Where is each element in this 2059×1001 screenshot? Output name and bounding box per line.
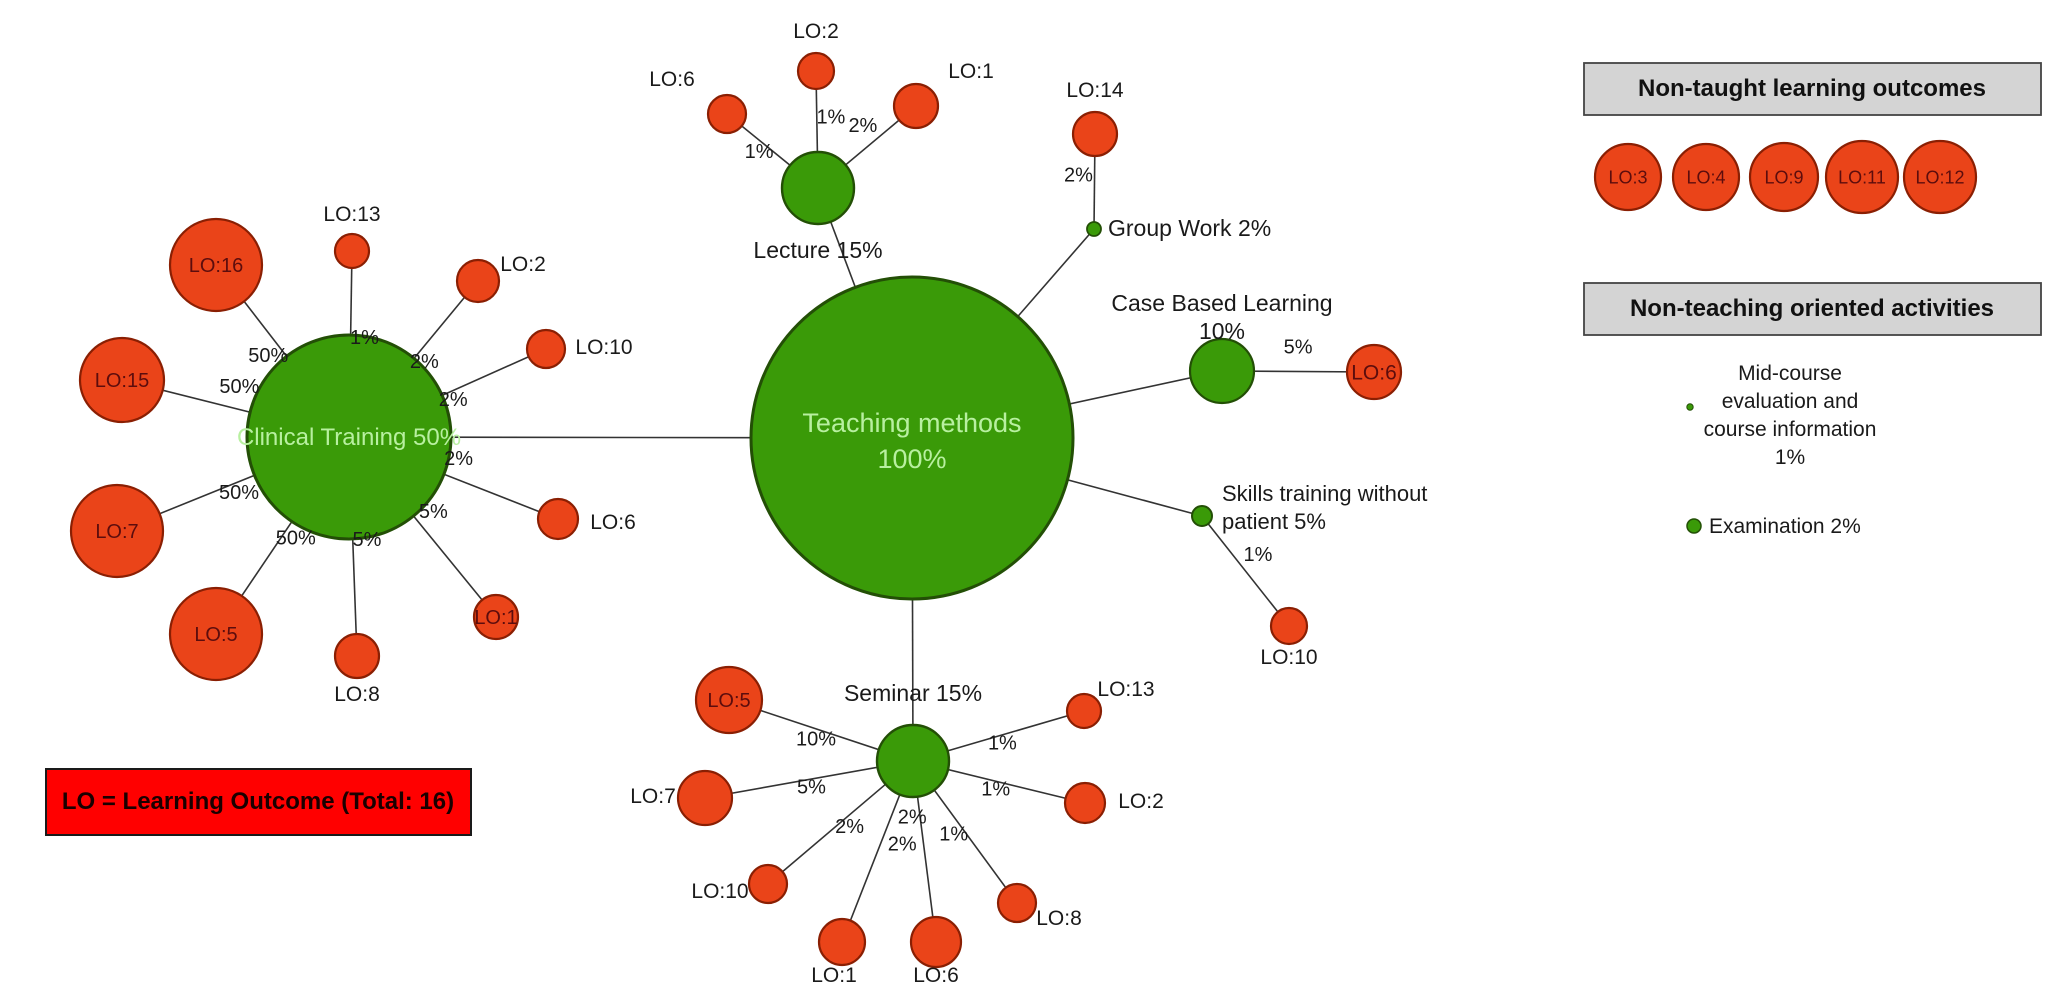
- svg-text:Seminar 15%: Seminar 15%: [844, 680, 982, 706]
- svg-text:LO:6: LO:6: [1351, 361, 1397, 384]
- svg-text:5%: 5%: [797, 776, 826, 798]
- svg-text:1%: 1%: [745, 141, 774, 163]
- svg-text:LO:10: LO:10: [575, 336, 632, 359]
- svg-text:1%: 1%: [988, 732, 1017, 754]
- svg-text:100%: 100%: [877, 444, 946, 474]
- svg-text:Case Based Learning: Case Based Learning: [1111, 290, 1332, 316]
- svg-text:LO:13: LO:13: [323, 203, 380, 226]
- svg-text:10%: 10%: [1199, 318, 1245, 344]
- svg-text:LO:1: LO:1: [811, 964, 857, 987]
- svg-text:LO = Learning Outcome (Total:: LO = Learning Outcome (Total: 16): [62, 788, 454, 815]
- svg-text:Examination 2%: Examination 2%: [1709, 515, 1861, 538]
- svg-text:LO:7: LO:7: [630, 785, 676, 808]
- svg-text:LO:15: LO:15: [95, 370, 149, 392]
- svg-text:1%: 1%: [816, 106, 845, 128]
- svg-text:LO:6: LO:6: [649, 68, 695, 91]
- svg-text:Non-taught learning outcomes: Non-taught learning outcomes: [1638, 75, 1986, 102]
- svg-text:1%: 1%: [1775, 446, 1805, 469]
- svg-text:LO:5: LO:5: [707, 690, 750, 712]
- svg-text:LO:14: LO:14: [1066, 79, 1124, 102]
- svg-text:5%: 5%: [353, 529, 382, 551]
- svg-text:LO:10: LO:10: [1260, 646, 1317, 669]
- svg-text:LO:2: LO:2: [793, 20, 839, 43]
- svg-text:Mid-course: Mid-course: [1738, 362, 1842, 385]
- svg-text:2%: 2%: [439, 389, 468, 411]
- svg-text:LO:7: LO:7: [95, 521, 138, 543]
- svg-text:LO:2: LO:2: [500, 253, 546, 276]
- svg-text:Non-teaching oriented activiti: Non-teaching oriented activities: [1630, 295, 1994, 322]
- svg-text:LO:2: LO:2: [1118, 790, 1164, 813]
- svg-text:1%: 1%: [350, 327, 379, 349]
- svg-text:LO:16: LO:16: [189, 255, 243, 277]
- svg-text:Clinical Training 50%: Clinical Training 50%: [237, 424, 461, 451]
- svg-text:LO:6: LO:6: [590, 511, 636, 534]
- svg-text:LO:9: LO:9: [1764, 167, 1803, 187]
- svg-text:patient 5%: patient 5%: [1222, 509, 1326, 534]
- svg-text:evaluation and: evaluation and: [1722, 390, 1859, 413]
- svg-text:5%: 5%: [1284, 337, 1313, 359]
- svg-text:50%: 50%: [219, 376, 259, 398]
- svg-text:LO:13: LO:13: [1097, 678, 1154, 701]
- svg-text:LO:12: LO:12: [1915, 167, 1964, 187]
- svg-text:LO:1: LO:1: [948, 60, 994, 83]
- svg-text:5%: 5%: [419, 501, 448, 523]
- svg-text:LO:3: LO:3: [1608, 167, 1647, 187]
- svg-text:1%: 1%: [939, 823, 968, 845]
- svg-text:1%: 1%: [1244, 544, 1273, 566]
- svg-text:10%: 10%: [796, 729, 836, 751]
- svg-text:Skills training without: Skills training without: [1222, 481, 1427, 506]
- svg-text:2%: 2%: [835, 816, 864, 838]
- svg-text:LO:8: LO:8: [1036, 907, 1082, 930]
- svg-text:50%: 50%: [276, 528, 316, 550]
- svg-text:LO:11: LO:11: [1838, 167, 1886, 187]
- svg-text:LO:10: LO:10: [691, 880, 748, 903]
- svg-text:2%: 2%: [848, 115, 877, 137]
- svg-text:50%: 50%: [219, 482, 259, 504]
- svg-text:Lecture 15%: Lecture 15%: [753, 237, 882, 263]
- svg-text:Teaching methods: Teaching methods: [802, 408, 1021, 438]
- svg-text:2%: 2%: [444, 448, 473, 470]
- svg-text:2%: 2%: [410, 351, 439, 373]
- svg-text:LO:8: LO:8: [334, 683, 380, 706]
- svg-text:2%: 2%: [898, 806, 927, 828]
- svg-text:LO:4: LO:4: [1686, 167, 1725, 187]
- svg-text:LO:6: LO:6: [913, 964, 959, 987]
- svg-text:Group Work 2%: Group Work 2%: [1108, 215, 1271, 241]
- svg-text:2%: 2%: [1064, 164, 1093, 186]
- svg-text:LO:1: LO:1: [474, 607, 517, 629]
- svg-text:50%: 50%: [248, 345, 288, 367]
- svg-text:LO:5: LO:5: [194, 624, 237, 646]
- svg-text:course information: course information: [1704, 418, 1877, 441]
- svg-text:1%: 1%: [981, 779, 1010, 801]
- svg-text:2%: 2%: [888, 834, 917, 856]
